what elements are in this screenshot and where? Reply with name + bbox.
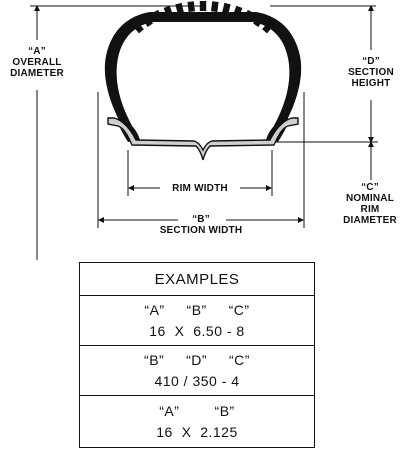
tread-lug (252, 15, 264, 28)
examples-table: EXAMPLES “A” “B” “C” 16 X 6.50 - 8 “B” “… (79, 262, 315, 448)
tread-lug (232, 5, 243, 18)
section-height-dimension (276, 4, 378, 143)
nominal-rim-diameter-label: “C” NOMINAL RIM DIAMETER (343, 182, 397, 226)
tire-cross-section-diagram (30, 1, 378, 260)
tread-lug (163, 5, 174, 18)
example-keys: “A” “B” (159, 402, 235, 419)
tread-lug (152, 9, 163, 22)
tread-lug (142, 15, 154, 28)
example-row: “A” “B” 16 X 2.125 (80, 396, 314, 447)
section-width-label: “B” SECTION WIDTH (159, 214, 243, 236)
overall-diameter-label: “A” OVERALL DIAMETER (10, 46, 64, 79)
tire-section (104, 12, 302, 142)
section-height-label: “D” SECTION HEIGHT (348, 56, 394, 89)
example-row: “A” “B” “C” 16 X 6.50 - 8 (80, 296, 314, 346)
section-width-dimension (97, 92, 305, 228)
example-value: 16 X 6.50 - 8 (149, 322, 245, 339)
tread-lug (211, 1, 219, 12)
tread-lugs (132, 1, 274, 34)
example-value: 16 X 2.125 (156, 423, 238, 440)
tread-lug (132, 21, 144, 34)
tread-lug (199, 1, 207, 11)
example-value: 410 / 350 - 4 (154, 372, 240, 389)
overall-diameter-dimension (30, 4, 376, 260)
example-keys: “B” “D” “C” (144, 351, 250, 368)
example-row: “B” “D” “C” 410 / 350 - 4 (80, 346, 314, 396)
example-keys: “A” “B” “C” (144, 301, 250, 318)
tread-lug (243, 9, 254, 22)
rim-width-dimension (127, 150, 273, 196)
tread-lug (262, 21, 274, 34)
examples-title: EXAMPLES (80, 263, 314, 296)
rim-width-label: RIM WIDTH (172, 183, 228, 194)
tread-lug (222, 2, 231, 15)
tread-lug (187, 1, 195, 12)
rim-profile (107, 117, 299, 161)
